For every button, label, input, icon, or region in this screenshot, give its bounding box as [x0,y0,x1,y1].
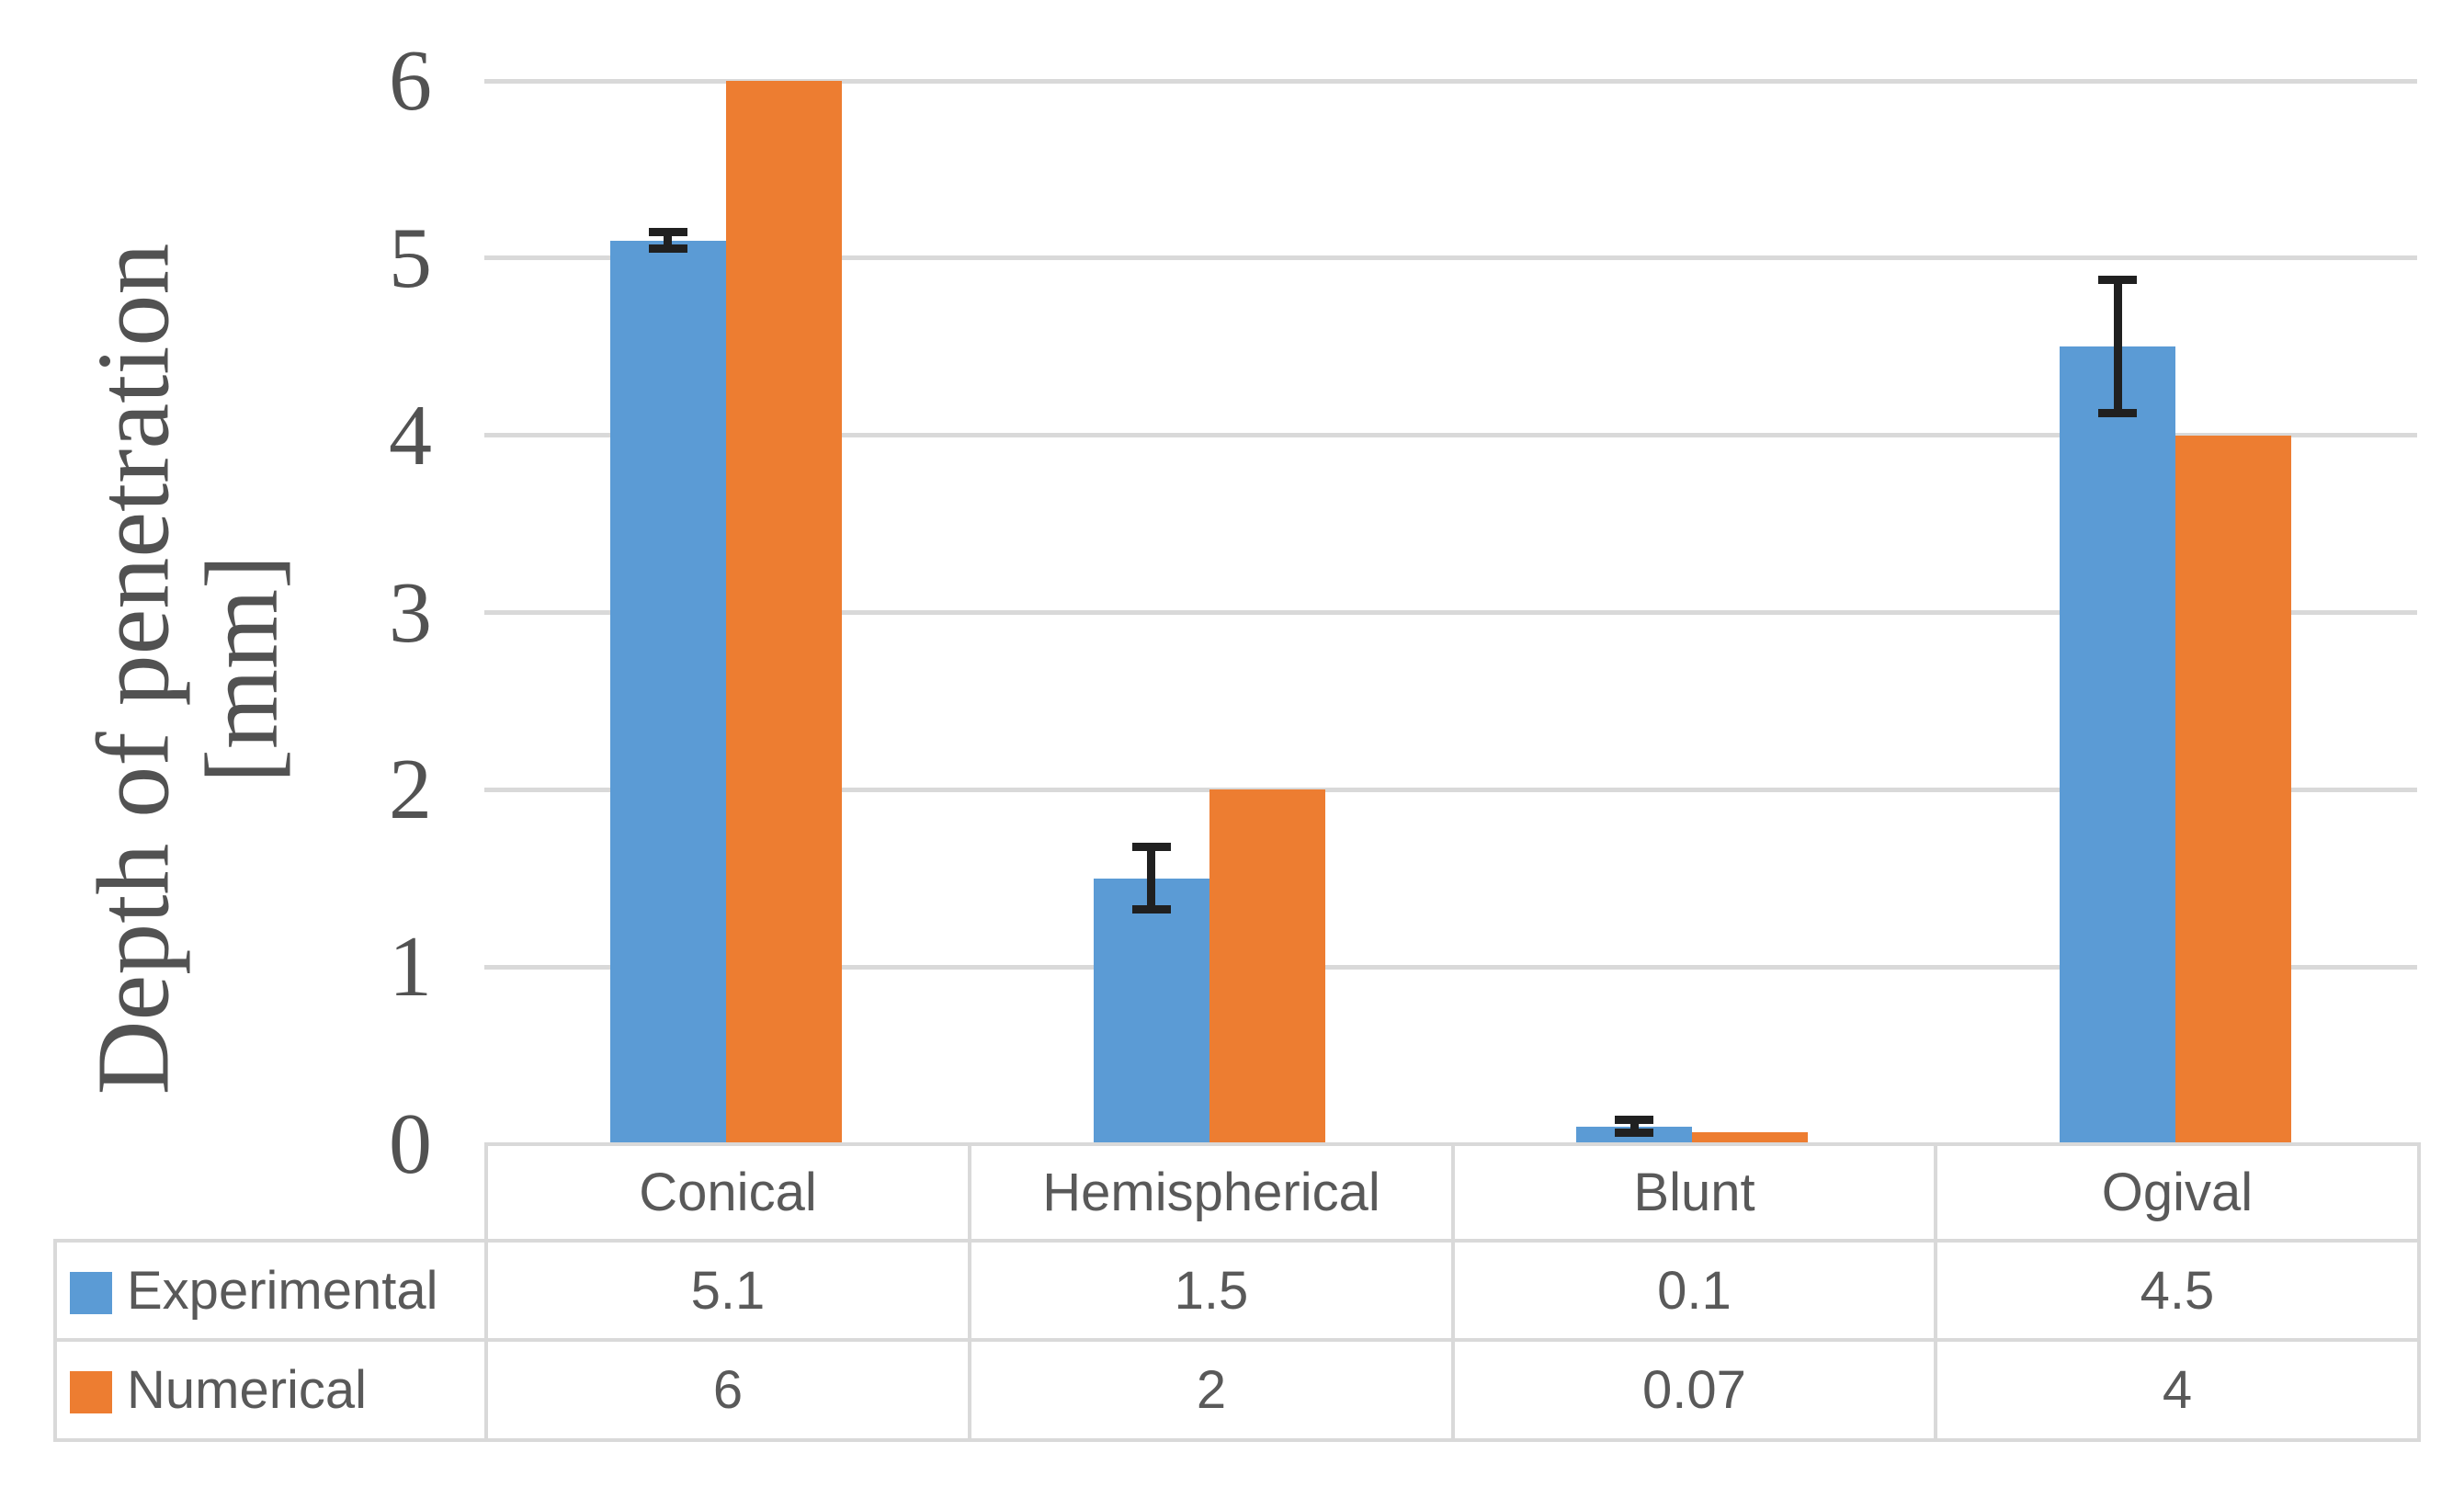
error-bar-cap-bottom [1615,1129,1654,1138]
error-bar-cap-bottom [2098,409,2138,418]
bar-experimental-conical [609,240,726,1144]
error-bar-stem [1629,1116,1639,1138]
error-bar-cap-top [648,228,687,237]
gridline-1 [484,964,2417,970]
y-tick-0: 0 [389,1096,432,1192]
value-experimental-hemispherical: 1.5 [968,1239,1455,1342]
gridline-2 [484,787,2417,792]
category-header-hemispherical: Hemispherical [968,1142,1455,1243]
y-tick-6: 6 [389,33,432,129]
category-header-conical: Conical [484,1142,971,1243]
bar-numerical-blunt [1692,1131,1809,1144]
y-tick-5: 5 [389,210,432,306]
error-bar-blunt [1615,1116,1654,1138]
plot-area [484,78,2417,1144]
error-bar-hemispherical [1131,843,1171,914]
gridline-5 [484,255,2417,261]
gridline-4 [484,433,2417,438]
value-numerical-blunt: 0.07 [1451,1338,1937,1442]
bar-experimental-ogival [2060,346,2176,1144]
value-experimental-blunt: 0.1 [1451,1239,1937,1342]
y-tick-1: 1 [389,919,432,1016]
error-bar-stem [664,228,673,254]
error-bar-cap-top [1615,1116,1654,1125]
series-label-experimental: Experimental [53,1239,488,1342]
bar-experimental-hemispherical [1093,878,1209,1144]
table-corner-blank [55,1144,486,1241]
legend-key-numerical [70,1371,112,1413]
value-numerical-hemispherical: 2 [968,1338,1455,1442]
data-table: Conical Hemispherical Blunt Ogival Experimen… [53,1142,2421,1442]
gridline-6 [484,78,2417,84]
y-tick-2: 2 [389,742,432,838]
error-bar-stem [2113,276,2122,418]
value-numerical-conical: 6 [484,1338,971,1442]
bar-numerical-conical [725,81,842,1144]
error-bar-conical [648,228,687,254]
gridline-3 [484,610,2417,615]
category-header-blunt: Blunt [1451,1142,1937,1243]
error-bar-cap-top [2098,276,2138,285]
value-experimental-conical: 5.1 [484,1239,971,1342]
table-header-row: Conical Hemispherical Blunt Ogival [55,1142,2421,1243]
error-bar-cap-bottom [1131,905,1171,914]
legend-key-experimental [70,1271,112,1314]
error-bar-cap-top [1131,843,1171,852]
error-bar-ogival [2098,276,2138,418]
error-bar-stem [1147,843,1156,914]
value-numerical-ogival: 4 [1934,1338,2421,1442]
value-experimental-ogival: 4.5 [1934,1239,2421,1342]
bar-numerical-hemispherical [1209,789,1325,1144]
y-tick-3: 3 [389,564,432,661]
series-label-numerical: Numerical [53,1338,488,1442]
table-row-numerical: Numerical 6 2 0.07 4 [53,1338,2421,1442]
table-row-experimental: Experimental 5.1 1.5 0.1 4.5 [53,1239,2421,1342]
y-tick-4: 4 [389,387,432,483]
error-bar-cap-bottom [648,244,687,254]
category-header-ogival: Ogival [1934,1142,2421,1243]
bar-numerical-ogival [2175,435,2292,1144]
y-axis-title-line1: Depth of penetration [76,243,191,1095]
